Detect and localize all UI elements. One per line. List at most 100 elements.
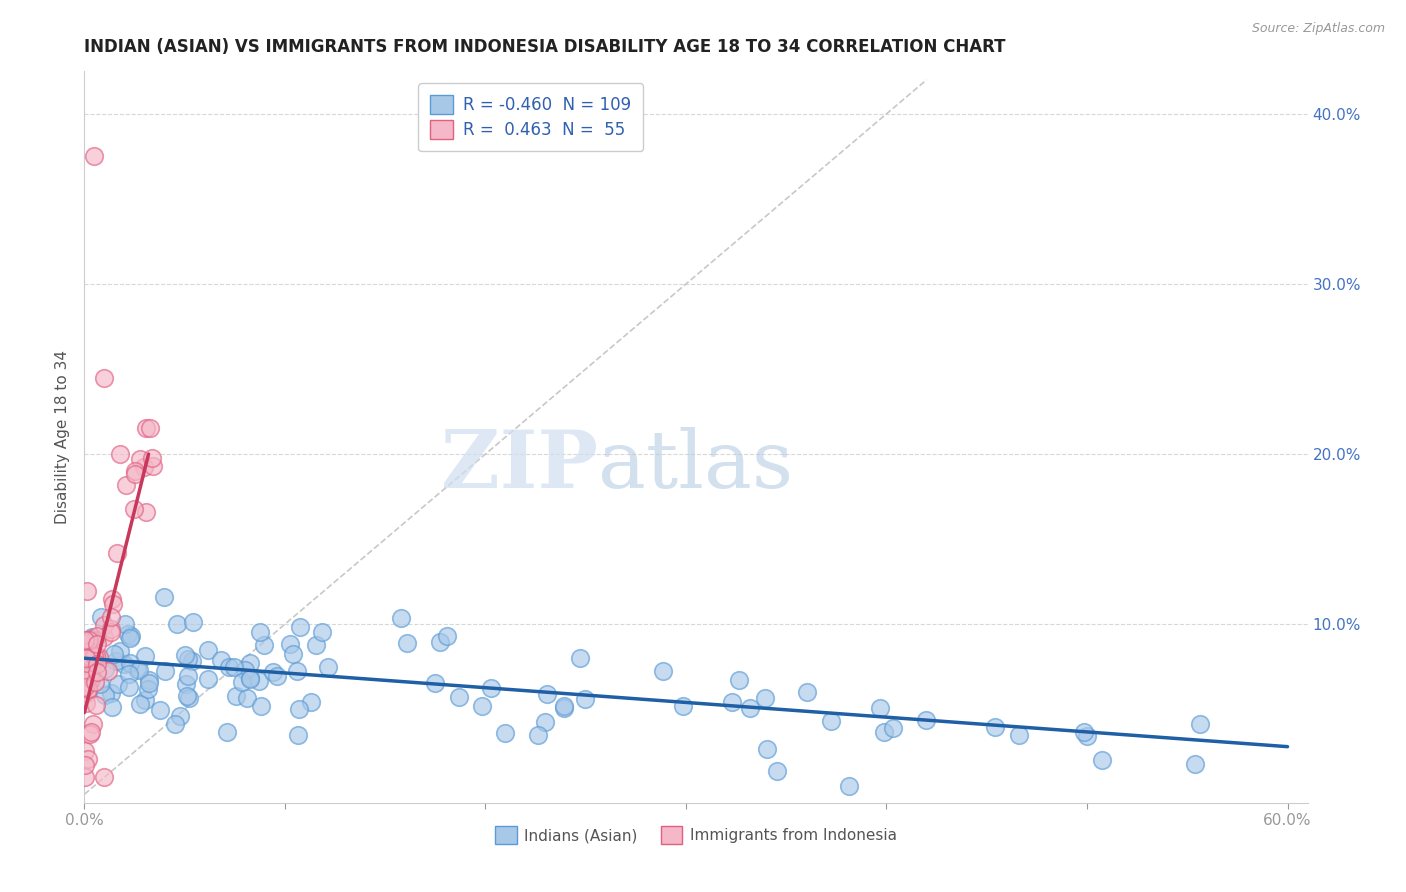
Point: [177, 690, 200, 705]
Text: Source: ZipAtlas.com: Source: ZipAtlas.com: [1251, 22, 1385, 36]
Point: [124, 467, 146, 481]
Point: [86, 665, 108, 679]
Point: [75, 633, 97, 648]
Point: [82, 716, 104, 731]
Point: [118, 632, 141, 646]
Point: [104, 654, 127, 668]
Point: [149, 703, 172, 717]
Point: [288, 620, 311, 634]
Point: [299, 695, 322, 709]
Point: [236, 690, 259, 705]
Point: [447, 690, 470, 705]
Point: [177, 669, 200, 683]
Point: [93, 770, 115, 784]
Point: [124, 464, 146, 478]
Point: [76, 686, 98, 700]
Point: [142, 459, 165, 474]
Point: [225, 690, 247, 704]
Point: [136, 682, 159, 697]
Point: [105, 546, 128, 560]
Point: [266, 669, 288, 683]
Point: [110, 644, 132, 658]
Point: [75, 770, 97, 784]
Point: [652, 664, 675, 678]
Point: [77, 644, 100, 658]
Point: [135, 505, 157, 519]
Point: [239, 671, 262, 685]
Point: [494, 725, 516, 739]
Point: [117, 627, 139, 641]
Point: [77, 752, 100, 766]
Point: [536, 687, 558, 701]
Point: [76, 681, 98, 696]
Point: [82, 630, 104, 644]
Point: [138, 673, 160, 688]
Text: atlas: atlas: [598, 427, 793, 506]
Point: [756, 741, 779, 756]
Point: [311, 625, 333, 640]
Point: [176, 689, 198, 703]
Point: [169, 708, 191, 723]
Point: [838, 779, 860, 793]
Point: [163, 717, 186, 731]
Point: [120, 629, 142, 643]
Point: [316, 660, 339, 674]
Point: [166, 617, 188, 632]
Point: [86, 657, 108, 672]
Point: [283, 647, 305, 661]
Point: [153, 665, 176, 679]
Point: [180, 654, 202, 668]
Point: [249, 625, 271, 640]
Point: [1184, 756, 1206, 771]
Point: [285, 664, 308, 678]
Point: [1008, 728, 1031, 742]
Point: [83, 149, 105, 163]
Point: [134, 648, 156, 663]
Point: [305, 638, 328, 652]
Point: [135, 421, 157, 435]
Point: [77, 633, 100, 648]
Point: [86, 637, 108, 651]
Point: [721, 695, 744, 709]
Point: [80, 672, 103, 686]
Point: [101, 592, 124, 607]
Point: [100, 625, 122, 640]
Point: [86, 698, 108, 712]
Legend: Indians (Asian), Immigrants from Indonesia: Indians (Asian), Immigrants from Indones…: [489, 820, 903, 850]
Point: [796, 685, 818, 699]
Point: [75, 696, 97, 710]
Point: [574, 692, 596, 706]
Point: [915, 713, 938, 727]
Point: [389, 611, 412, 625]
Point: [75, 680, 97, 694]
Text: ZIP: ZIP: [441, 427, 598, 506]
Point: [727, 673, 749, 688]
Point: [103, 597, 125, 611]
Text: INDIAN (ASIAN) VS IMMIGRANTS FROM INDONESIA DISABILITY AGE 18 TO 34 CORRELATION : INDIAN (ASIAN) VS IMMIGRANTS FROM INDONE…: [84, 38, 1005, 56]
Point: [569, 650, 592, 665]
Point: [134, 693, 156, 707]
Point: [75, 758, 97, 772]
Point: [84, 675, 107, 690]
Point: [215, 725, 238, 739]
Point: [89, 610, 111, 624]
Point: [873, 725, 896, 739]
Point: [1091, 753, 1114, 767]
Point: [80, 632, 103, 646]
Point: [93, 630, 115, 644]
Point: [738, 700, 761, 714]
Point: [83, 649, 105, 664]
Point: [75, 744, 97, 758]
Point: [177, 651, 200, 665]
Point: [139, 421, 162, 435]
Point: [395, 636, 418, 650]
Point: [222, 660, 245, 674]
Point: [250, 698, 273, 713]
Point: [112, 657, 135, 672]
Point: [114, 478, 136, 492]
Point: [128, 452, 150, 467]
Point: [534, 714, 557, 729]
Point: [247, 674, 270, 689]
Point: [436, 629, 458, 643]
Point: [129, 697, 152, 711]
